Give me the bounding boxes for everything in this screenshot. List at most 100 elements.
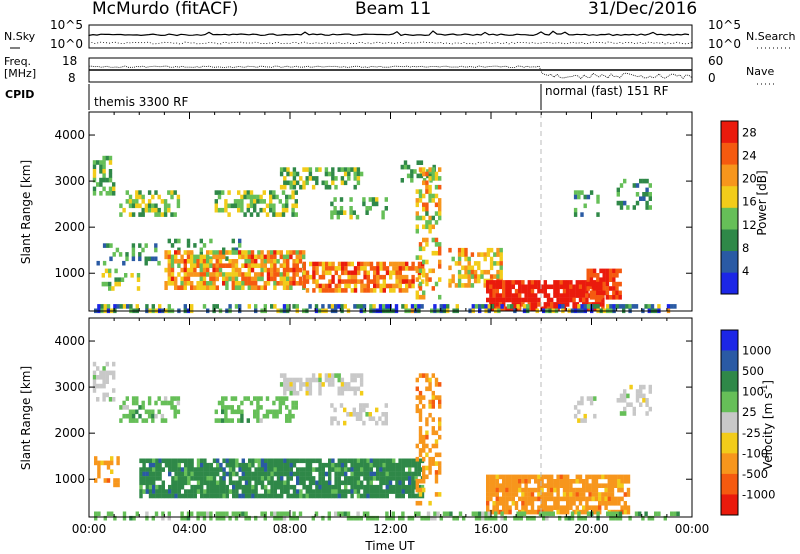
heatmap-cell: [448, 247, 452, 253]
heatmap-cell: [330, 403, 334, 408]
heatmap-cell: [384, 420, 388, 426]
heatmap-cell: [270, 476, 274, 481]
heatmap-cell: [222, 515, 226, 521]
heatmap-cell: [404, 489, 409, 494]
heatmap-cell: [542, 515, 546, 521]
heatmap-cell: [228, 458, 233, 464]
heatmap-cell: [187, 471, 191, 477]
heatmap-cell: [102, 186, 106, 192]
heatmap-cell: [99, 164, 103, 170]
heatmap-cell: [92, 164, 97, 170]
heatmap-cell: [610, 496, 615, 502]
heatmap-cell: [283, 458, 287, 464]
heatmap-cell: [352, 412, 356, 417]
heatmap-cell: [417, 511, 421, 517]
heatmap-cell: [161, 515, 165, 521]
heatmap-cell: [183, 263, 187, 268]
heatmap-cell: [502, 505, 506, 510]
heatmap-cell: [428, 412, 432, 418]
heatmap-cell: [428, 189, 432, 194]
heatmap-cell: [425, 417, 429, 422]
heatmap-cell: [244, 467, 249, 472]
heatmap-cell: [233, 409, 238, 415]
heatmap-cell: [431, 404, 435, 409]
heatmap-cell: [645, 192, 649, 197]
heatmap-cell: [183, 276, 187, 282]
heatmap-cell: [339, 197, 344, 202]
heatmap-cell: [224, 413, 228, 419]
heatmap-cell: [483, 269, 487, 275]
heatmap-cell: [224, 203, 228, 209]
heatmap-cell: [480, 252, 484, 257]
heatmap-cell: [286, 480, 290, 486]
heatmap-cell: [438, 417, 442, 422]
heatmap-cell: [527, 487, 531, 493]
heatmap-cell: [372, 304, 376, 309]
heatmap-cell: [308, 489, 313, 494]
heatmap-cell: [486, 496, 490, 502]
heatmap-cell: [217, 194, 222, 200]
heatmap-cell: [158, 489, 162, 494]
heatmap-cell: [580, 400, 584, 406]
heatmap-cell: [623, 479, 627, 484]
heatmap-cell: [276, 511, 280, 517]
heatmap-cell: [104, 281, 109, 287]
heatmap-cell: [217, 418, 222, 423]
heatmap-cell: [623, 501, 627, 506]
heatmap-cell: [251, 493, 255, 499]
heatmap-cell: [264, 476, 268, 481]
heatmap-cell: [305, 476, 309, 481]
heatmap-cell: [174, 467, 178, 472]
heatmap-cell: [516, 304, 520, 309]
heatmap-cell: [312, 489, 316, 494]
x-tick-label: 12:00: [373, 522, 408, 536]
heatmap-cell: [167, 207, 171, 213]
heatmap-cell: [163, 203, 168, 209]
heatmap-cell: [112, 186, 116, 192]
heatmap-cell: [212, 250, 216, 255]
heatmap-cell: [286, 489, 290, 494]
heatmap-cell: [151, 207, 155, 213]
heatmap-cell: [273, 480, 277, 486]
heatmap-cell: [202, 272, 207, 277]
heatmap-cell: [422, 178, 427, 183]
heatmap-cell: [272, 207, 276, 213]
heatmap-cell: [209, 285, 213, 290]
heatmap-cell: [359, 373, 364, 378]
heatmap-cell: [464, 265, 468, 271]
heatmap-cell: [176, 194, 181, 200]
heatmap-cell: [405, 266, 409, 271]
heatmap-cell: [431, 399, 435, 405]
heatmap-cell: [321, 462, 325, 468]
heatmap-cell: [308, 484, 313, 490]
heatmap-cell: [353, 515, 357, 521]
heatmap-cell: [508, 306, 512, 312]
heatmap-cell: [190, 476, 194, 481]
heatmap-cell: [144, 418, 149, 423]
heatmap-cell: [599, 281, 603, 287]
heatmap-cell: [428, 268, 432, 274]
heatmap-cell: [406, 173, 411, 179]
heatmap-cell: [282, 276, 287, 282]
heatmap-cell: [302, 184, 306, 190]
heatmap-cell: [657, 511, 661, 517]
heatmap-cell: [638, 511, 642, 517]
heatmap-cell: [524, 284, 528, 290]
heatmap-cell: [250, 276, 255, 282]
heatmap-cell: [135, 304, 139, 309]
heatmap-cell: [103, 460, 107, 466]
heatmap-cell: [415, 483, 419, 488]
heatmap-cell: [401, 261, 406, 267]
heatmap-cell: [157, 212, 161, 217]
heatmap-cell: [418, 198, 423, 203]
heatmap-cell: [372, 476, 377, 481]
heatmap-cell: [264, 484, 268, 490]
heatmap-cell: [618, 268, 622, 274]
heatmap-cell: [291, 203, 295, 209]
heatmap-cell: [434, 220, 439, 225]
heatmap-cell: [110, 456, 114, 461]
heatmap-cell: [598, 474, 602, 480]
heatmap-cell: [340, 480, 345, 486]
heatmap-cell: [442, 304, 447, 309]
heatmap-cell: [302, 261, 306, 267]
